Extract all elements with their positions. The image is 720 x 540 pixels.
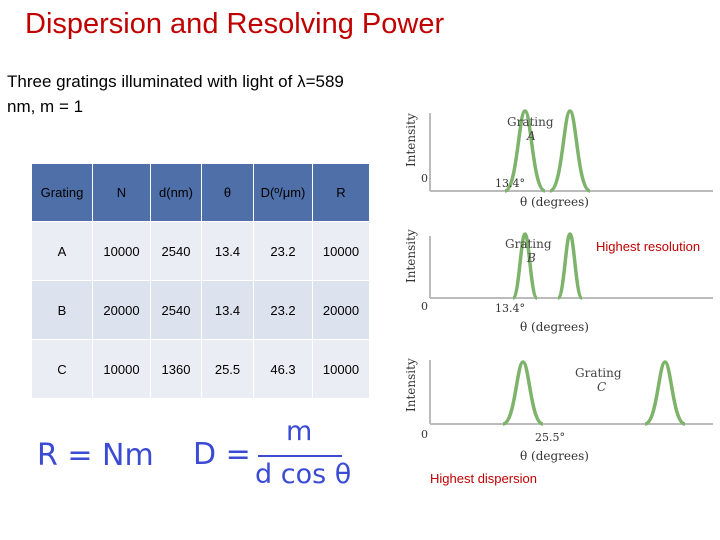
panel-name: Grating bbox=[505, 237, 552, 251]
cell-grating: C bbox=[32, 339, 93, 398]
origin-label: 0 bbox=[421, 300, 428, 313]
x-axis-label: θ (degrees) bbox=[520, 449, 589, 463]
panel-letter: B bbox=[526, 251, 536, 265]
cell-d: 2540 bbox=[150, 280, 202, 340]
cell-r: 10000 bbox=[312, 339, 369, 398]
table-row: A 10000 2540 13.4 23.2 10000 bbox=[32, 221, 369, 281]
cell-theta: 13.4 bbox=[201, 280, 254, 340]
dispersion-numerator: m bbox=[286, 416, 313, 447]
table-row: B 20000 2540 13.4 23.2 20000 bbox=[32, 280, 369, 340]
cell-n: 20000 bbox=[92, 280, 151, 340]
peak-1 bbox=[504, 109, 546, 193]
cell-n: 10000 bbox=[92, 221, 151, 281]
origin-label: 0 bbox=[421, 428, 428, 441]
fraction-bar bbox=[258, 455, 342, 457]
panel-name: Grating bbox=[507, 115, 554, 129]
resolving-power-formula: R = Nm bbox=[37, 438, 154, 473]
grating-b-plot: Intensity 0 Grating B 13.4° θ (degrees) bbox=[404, 229, 713, 334]
angle-label: 13.4° bbox=[495, 177, 525, 190]
panel-letter: C bbox=[597, 380, 606, 394]
header-n: N bbox=[92, 164, 151, 222]
cell-dispersion: 46.3 bbox=[253, 339, 313, 398]
cell-r: 20000 bbox=[312, 280, 369, 340]
slide-subtitle: Three gratings illuminated with light of… bbox=[7, 72, 344, 116]
grating-a-plot: Intensity 0 Grating A 13.4° θ (degrees) bbox=[404, 109, 713, 209]
x-axis-label: θ (degrees) bbox=[520, 195, 589, 209]
header-dispersion: D(º/μm) bbox=[253, 164, 313, 222]
table-row: C 10000 1360 25.5 46.3 10000 bbox=[32, 339, 369, 398]
cell-grating: A bbox=[32, 221, 93, 281]
header-theta: θ bbox=[201, 164, 254, 222]
peak-1 bbox=[511, 232, 539, 300]
grating-c-plot: Intensity 0 Grating C 25.5° θ (degrees) bbox=[404, 358, 713, 463]
header-d: d(nm) bbox=[150, 164, 202, 222]
cell-d: 1360 bbox=[150, 339, 202, 398]
peak-2 bbox=[644, 360, 686, 426]
cell-r: 10000 bbox=[312, 221, 369, 281]
cell-d: 2540 bbox=[150, 221, 202, 281]
angle-label: 25.5° bbox=[535, 431, 565, 444]
angle-label: 13.4° bbox=[495, 302, 525, 315]
panel-name: Grating bbox=[575, 366, 622, 380]
cell-n: 10000 bbox=[92, 339, 151, 398]
dispersion-denominator: d cos θ bbox=[255, 459, 352, 490]
cell-theta: 13.4 bbox=[201, 221, 254, 281]
origin-label: 0 bbox=[421, 172, 428, 185]
highest-resolution-note: Highest resolution bbox=[596, 239, 701, 254]
cell-dispersion: 23.2 bbox=[253, 280, 313, 340]
peak-1 bbox=[502, 360, 544, 426]
highest-dispersion-note: Highest dispersion bbox=[430, 471, 537, 486]
table-header-row: Grating N d(nm) θ D(º/μm) R bbox=[32, 164, 369, 222]
peak-2 bbox=[556, 232, 584, 300]
y-axis-label: Intensity bbox=[404, 113, 418, 167]
grating-table: Grating N d(nm) θ D(º/μm) R A 10000 2540… bbox=[32, 164, 369, 398]
header-grating: Grating bbox=[32, 164, 93, 222]
x-axis-label: θ (degrees) bbox=[520, 320, 589, 334]
cell-grating: B bbox=[32, 280, 93, 340]
y-axis-label: Intensity bbox=[404, 229, 418, 283]
peak-2 bbox=[549, 109, 591, 193]
panel-letter: A bbox=[526, 129, 536, 143]
slide-title: Dispersion and Resolving Power bbox=[25, 8, 445, 40]
dispersion-formula-lhs: D = bbox=[193, 437, 251, 472]
y-axis-label: Intensity bbox=[404, 358, 418, 412]
header-r: R bbox=[312, 164, 369, 222]
cell-dispersion: 23.2 bbox=[253, 221, 313, 281]
cell-theta: 25.5 bbox=[201, 339, 254, 398]
